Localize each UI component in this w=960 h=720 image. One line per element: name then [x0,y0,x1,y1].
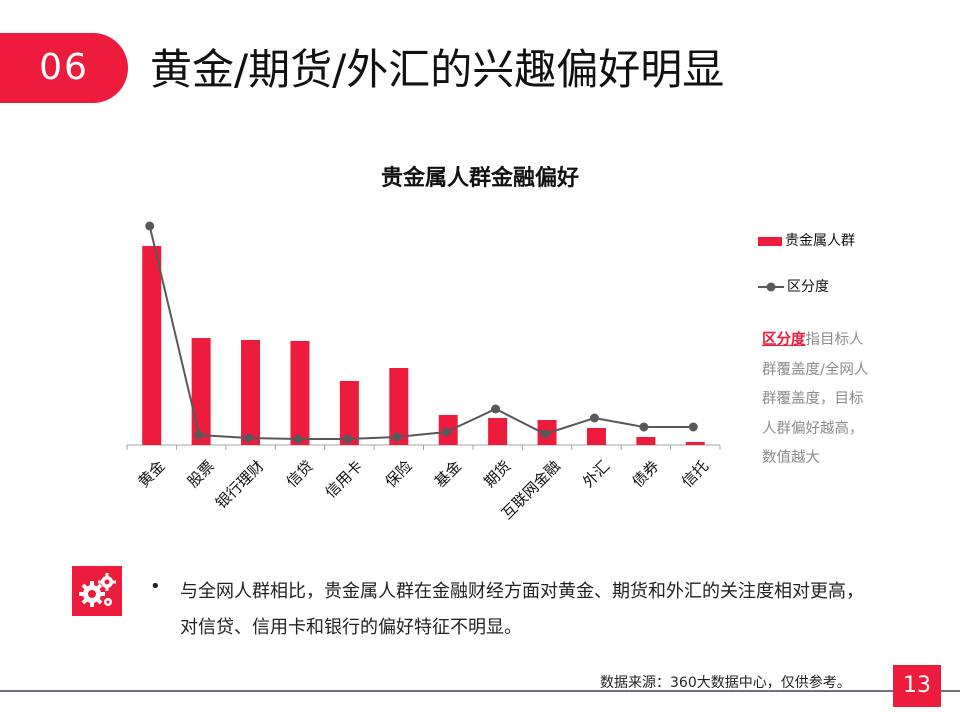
line-point [392,432,402,442]
line-series [148,225,694,440]
x-tick-label: 债券 [629,457,663,491]
bar [685,442,705,445]
line-point [540,429,550,439]
bar [290,341,310,445]
bullet-mark: • [150,576,161,597]
x-tick-label: 信贷 [283,457,317,491]
bar [241,340,261,445]
legend-swatch [758,236,782,246]
legend-item-bar: 贵金属人群 [758,230,855,250]
x-tick-label: 保险 [382,457,416,491]
footer-divider [0,690,960,692]
x-tick-label: 外汇 [579,457,613,491]
bar [389,368,409,445]
x-tick-label: 基金 [431,457,465,491]
gears-icon [72,566,122,616]
line-point [639,422,649,432]
bar [586,428,606,445]
line-point [491,404,501,414]
definition-note: 区分度指目标人群覆盖度/全网人群覆盖度，目标人群偏好越高，数值越大 [762,326,872,474]
page-number: 13 [893,665,941,707]
page-title: 黄金/期货/外汇的兴趣偏好明显 [150,45,725,94]
bar [191,338,211,445]
legend-label: 区分度 [787,279,829,295]
chart-title: 贵金属人群金融偏好 [380,166,579,191]
line-point [145,221,155,231]
section-number-badge: 06 [0,33,128,103]
summary-text: 与全网人群相比，贵金属人群在金融财经方面对黄金、期货和外汇的关注度相对更高，对信… [180,581,864,638]
x-tick-label: 黄金 [135,457,169,491]
note-text: 指目标人群覆盖度/全网人群覆盖度，目标人群偏好越高，数值越大 [762,332,869,466]
x-tick-label: 期货 [480,457,514,491]
line-point [293,434,303,444]
line-point [342,434,352,444]
line-point [688,422,698,432]
x-tick-label: 信托 [678,457,712,491]
x-tick-label: 信用卡 [322,457,367,502]
bar [339,381,359,445]
bar [488,418,508,445]
line-point [441,427,451,437]
note-highlight: 区分度 [762,332,806,348]
line-point [589,413,599,423]
legend-label: 贵金属人群 [785,233,855,249]
data-source: 数据来源：360大数据中心，仅供参考。 [600,675,851,691]
legend-line-marker-icon [758,282,784,292]
line-point [194,430,204,440]
bar [636,437,656,445]
line-point [244,433,254,443]
bar [142,246,162,445]
x-tick-label: 银行理财 [212,457,267,512]
legend-item-line: 区分度 [758,276,829,296]
x-tick-label: 股票 [184,457,218,491]
